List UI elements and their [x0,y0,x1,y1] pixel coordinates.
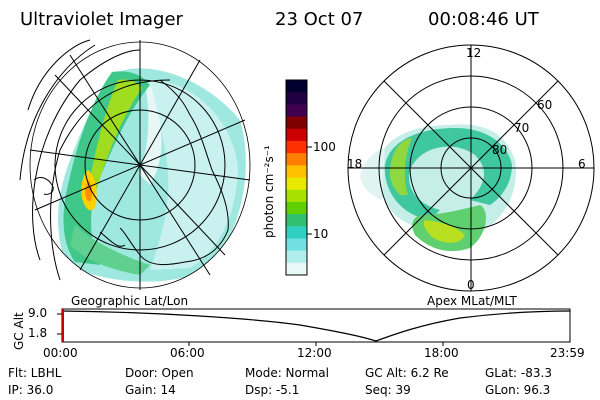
colorbar-tick-100: 100 [313,140,336,154]
mlt-label-0: 0 [467,278,475,292]
colorbar-segment [286,238,307,252]
colorbar-segment [286,250,307,264]
app-title: Ultraviolet Imager [20,9,183,30]
lat-label-60: 60 [537,98,553,112]
altitude-timeline [57,308,571,346]
info-glon: GLon: 96.3 [485,383,551,397]
left-auroral-image [58,68,246,282]
right-map-label: Apex MLat/MLT [427,294,517,308]
info-dsp: Dsp: -5.1 [245,383,300,397]
info-gain: Gain: 14 [125,383,176,397]
mlt-label-18: 18 [347,157,363,171]
timeline-ytick-9: 9.0 [28,306,48,320]
colorbar-segment [286,189,307,203]
colorbar-segment [286,116,307,130]
info-ip: IP: 36.0 [8,383,54,397]
colorbar-segment [286,80,307,93]
timeline-xtick-1200: 12:00 [297,346,332,360]
mlt-label-12: 12 [466,46,482,60]
colorbar-segment [286,201,307,215]
right-polar-grid [347,44,595,292]
colorbar-segment [286,153,307,166]
info-seq: Seq: 39 [365,383,411,397]
colorbar-segment [286,104,307,118]
timeline-ytick-1-8: 1.8 [28,326,48,340]
left-map-boundary [29,41,251,289]
info-door: Door: Open [125,366,194,380]
info-filter: Flt: LBHL [8,366,62,380]
timeline-xtick-0600: 06:00 [170,346,205,360]
colorbar-segment [286,165,307,178]
info-mode: Mode: Normal [245,366,329,380]
left-map-label: Geographic Lat/Lon [71,294,189,308]
left-map-grid [19,39,251,290]
colorbar-segment [286,262,307,276]
header-date: 23 Oct 07 [275,9,364,30]
colorbar-label: photon cm⁻²s⁻¹ [262,145,276,238]
colorbar-segment [286,128,307,142]
colorbar-segment [286,140,307,154]
timeline-xtick-0000: 00:00 [43,346,78,360]
timeline-axis-label: GC Alt [12,312,26,350]
colorbar-segment [286,92,307,105]
info-glat: GLat: -83.3 [485,366,552,380]
timeline-xtick-2359: 23:59 [550,346,585,360]
colorbar-tick-10: 10 [313,227,329,241]
mlt-label-6: 6 [578,157,586,171]
lat-label-80: 80 [492,143,508,157]
colorbar-segment [286,214,307,227]
colorbar-segment [286,177,307,191]
info-gc-alt: GC Alt: 6.2 Re [365,366,449,380]
lat-label-70: 70 [514,121,530,135]
header-time: 00:08:46 UT [428,9,539,30]
timeline-xtick-1800: 18:00 [424,346,459,360]
colorbar-segment [286,226,307,239]
colorbar [285,79,312,276]
